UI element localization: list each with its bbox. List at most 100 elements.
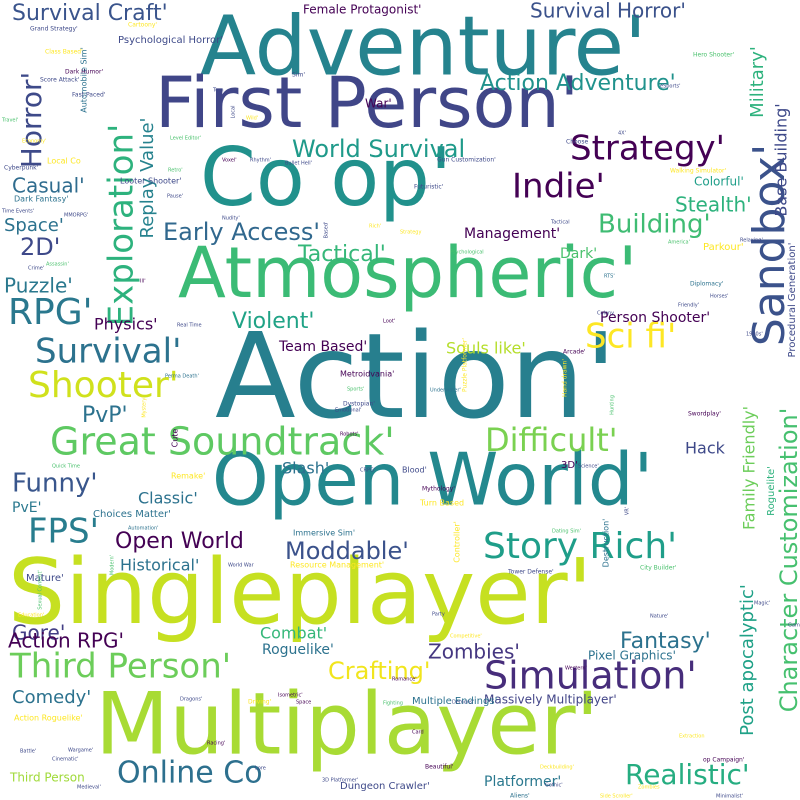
cloud-word: Walking Simulator' xyxy=(670,168,727,175)
cloud-word: Hand drawn' xyxy=(562,359,569,397)
cloud-word: Romance' xyxy=(392,677,417,683)
cloud-word: Competitive' xyxy=(450,634,482,640)
cloud-word: Singleplayer' xyxy=(8,540,592,645)
cloud-word: Historical' xyxy=(120,556,199,575)
cloud-word: Dungeon Crawler' xyxy=(340,781,430,792)
cloud-word: Psychological Horror' xyxy=(118,35,223,46)
cloud-word: Education' xyxy=(18,613,44,619)
cloud-word: Dating Sim' xyxy=(552,529,581,535)
cloud-word: Driving' xyxy=(248,699,272,706)
cloud-word: Character Customization' xyxy=(775,408,800,713)
cloud-word: CRPG' xyxy=(360,468,375,474)
cloud-word: eSports' xyxy=(660,84,680,90)
cloud-word: Crafting' xyxy=(328,657,430,685)
cloud-word: Bullet Hell' xyxy=(285,161,312,167)
cloud-word: Friendly' xyxy=(678,303,699,309)
cloud-word: Turn xyxy=(212,88,224,94)
cloud-word: Looter Shooter' xyxy=(120,177,181,186)
cloud-word: Atmospheric' xyxy=(178,232,637,314)
cloud-word: Strategy' xyxy=(570,129,725,169)
cloud-word: Moddable' xyxy=(285,537,409,565)
cloud-word: PvE' xyxy=(12,500,41,516)
cloud-word: Battle' xyxy=(20,749,36,755)
cloud-word: Demons' xyxy=(452,700,474,706)
cloud-word: Building' xyxy=(598,210,711,240)
cloud-word: Space xyxy=(296,700,311,706)
cloud-word: Ill' xyxy=(140,279,146,285)
cloud-word: Relaxing' xyxy=(740,238,763,244)
cloud-word: Remake' xyxy=(171,472,205,481)
cloud-word: Automobile Sim' xyxy=(80,47,89,113)
cloud-word: Horror' xyxy=(15,72,48,168)
cloud-word: Sci fi' xyxy=(585,317,676,357)
cloud-word: Cyberpunk' xyxy=(4,165,39,172)
cloud-word: Dark' xyxy=(560,246,597,262)
cloud-word: Survival Craft' xyxy=(12,1,168,26)
cloud-word: Pause' xyxy=(167,194,183,200)
cloud-word: Destruction' xyxy=(602,519,611,568)
cloud-word: Sexual Content' xyxy=(38,570,44,610)
cloud-word: Massively Multiplayer' xyxy=(484,693,617,707)
cloud-word: Assassin' xyxy=(46,262,69,268)
cloud-word: Mythology' xyxy=(422,486,455,493)
cloud-word: Funny' xyxy=(12,469,98,499)
cloud-word: Family Friendly' xyxy=(740,406,759,530)
cloud-word: Mature' xyxy=(26,573,64,584)
cloud-word: Modern' xyxy=(110,555,116,575)
cloud-word: 3D' xyxy=(561,460,578,471)
cloud-word: First Person' xyxy=(155,62,579,144)
cloud-word: Wild' xyxy=(246,116,258,122)
cloud-word: MMORPG' xyxy=(64,213,88,219)
cloud-word: Replay Value' xyxy=(137,118,158,239)
cloud-word: Cute xyxy=(171,429,180,448)
cloud-word: Western' xyxy=(565,666,587,672)
cloud-word: PvP' xyxy=(82,403,128,428)
cloud-word: Management' xyxy=(464,226,560,242)
cloud-word: Quick Time xyxy=(52,464,80,470)
cloud-word: Mystery' xyxy=(142,396,148,417)
cloud-word: Magic' xyxy=(754,601,770,607)
cloud-word: Robots' xyxy=(340,432,358,438)
cloud-word: Strategy xyxy=(400,230,421,236)
cloud-word: Zombies xyxy=(638,785,660,791)
cloud-word: Automation' xyxy=(128,526,159,532)
cloud-word: Economy' xyxy=(22,139,46,145)
cloud-word: Team Based' xyxy=(278,339,367,355)
cloud-word: Turn Based xyxy=(419,499,464,508)
cloud-word: Tactical' xyxy=(297,242,386,267)
cloud-word: Person Shooter' xyxy=(600,310,710,326)
cloud-word: Simulation' xyxy=(484,654,697,698)
cloud-word: Horses' xyxy=(710,294,729,300)
cloud-word: Parkour' xyxy=(703,242,744,253)
cloud-word: Real Time xyxy=(177,323,202,329)
cloud-word: Roguelite' xyxy=(766,466,777,516)
cloud-word: America' xyxy=(668,240,690,246)
cloud-word: Aliens' xyxy=(510,793,530,800)
cloud-word: Hero Shooter' xyxy=(693,52,735,59)
cloud-word: RTS' xyxy=(604,274,615,280)
cloud-word: Co op' xyxy=(200,131,452,224)
cloud-word: Exploration' xyxy=(102,124,142,327)
cloud-word: Dark Fantasy' xyxy=(14,195,69,204)
cloud-word: World War xyxy=(228,563,255,569)
cloud-word: Travel' xyxy=(1,118,18,124)
cloud-word: Puzzle' xyxy=(4,274,73,298)
cloud-word: Dystopian' xyxy=(343,401,375,408)
cloud-word: City Builder' xyxy=(640,565,677,572)
cloud-word: Choices Matter' xyxy=(93,509,171,520)
cloud-word: Retro' xyxy=(168,168,183,174)
cloud-word: Multiplayer' xyxy=(95,674,599,774)
cloud-word: 4X' xyxy=(618,131,626,137)
cloud-word: Diplomacy' xyxy=(690,281,724,288)
cloud-word: Slash' xyxy=(282,459,329,478)
cloud-word: Deckbuilding' xyxy=(540,765,574,771)
cloud-word: 2D' xyxy=(20,233,60,261)
cloud-word: Class Based' xyxy=(45,49,83,56)
cloud-word: Adventure' xyxy=(200,0,647,94)
cloud-word: Third Person' xyxy=(9,647,231,687)
cloud-word: Beautiful' xyxy=(425,764,454,771)
cloud-word: Military' xyxy=(747,46,768,118)
cloud-word: Violent' xyxy=(232,309,314,334)
